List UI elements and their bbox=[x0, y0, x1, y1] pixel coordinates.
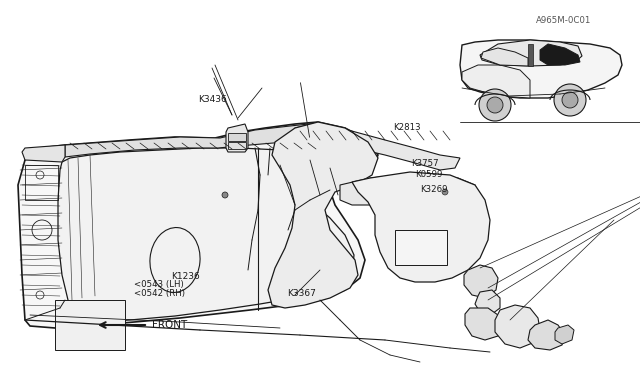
Text: <0543 (LH): <0543 (LH) bbox=[134, 280, 184, 289]
Bar bbox=[395, 230, 447, 265]
Circle shape bbox=[554, 84, 586, 116]
Polygon shape bbox=[464, 265, 498, 298]
Polygon shape bbox=[528, 44, 533, 66]
Bar bbox=[228, 142, 246, 149]
Text: FRONT: FRONT bbox=[152, 320, 188, 330]
Polygon shape bbox=[352, 172, 490, 282]
Text: A965M-0C01: A965M-0C01 bbox=[536, 16, 591, 25]
Polygon shape bbox=[555, 325, 574, 344]
Polygon shape bbox=[480, 40, 582, 66]
Polygon shape bbox=[65, 123, 318, 157]
Text: K3436: K3436 bbox=[198, 95, 227, 104]
Polygon shape bbox=[540, 44, 580, 65]
Polygon shape bbox=[340, 175, 480, 215]
Text: K3367: K3367 bbox=[287, 289, 316, 298]
Polygon shape bbox=[268, 122, 378, 308]
Circle shape bbox=[479, 89, 511, 121]
Polygon shape bbox=[18, 122, 378, 328]
Polygon shape bbox=[460, 40, 622, 98]
Circle shape bbox=[222, 192, 228, 198]
Polygon shape bbox=[528, 320, 565, 350]
Circle shape bbox=[562, 92, 578, 108]
Bar bbox=[55, 300, 125, 350]
Circle shape bbox=[442, 189, 448, 195]
Text: K3269: K3269 bbox=[420, 185, 447, 194]
Circle shape bbox=[487, 97, 503, 113]
Polygon shape bbox=[295, 123, 460, 170]
Polygon shape bbox=[465, 308, 502, 340]
Polygon shape bbox=[481, 48, 528, 66]
Polygon shape bbox=[58, 148, 354, 322]
Text: K0599: K0599 bbox=[415, 170, 442, 179]
Bar bbox=[228, 133, 246, 141]
Polygon shape bbox=[226, 124, 248, 152]
Polygon shape bbox=[22, 145, 65, 162]
Text: K2813: K2813 bbox=[393, 124, 420, 132]
Text: K3757: K3757 bbox=[412, 159, 439, 168]
Polygon shape bbox=[462, 65, 530, 98]
Polygon shape bbox=[475, 290, 500, 314]
Text: <0542 (RH): <0542 (RH) bbox=[134, 289, 186, 298]
Polygon shape bbox=[495, 305, 540, 348]
Text: K1236: K1236 bbox=[172, 272, 200, 280]
